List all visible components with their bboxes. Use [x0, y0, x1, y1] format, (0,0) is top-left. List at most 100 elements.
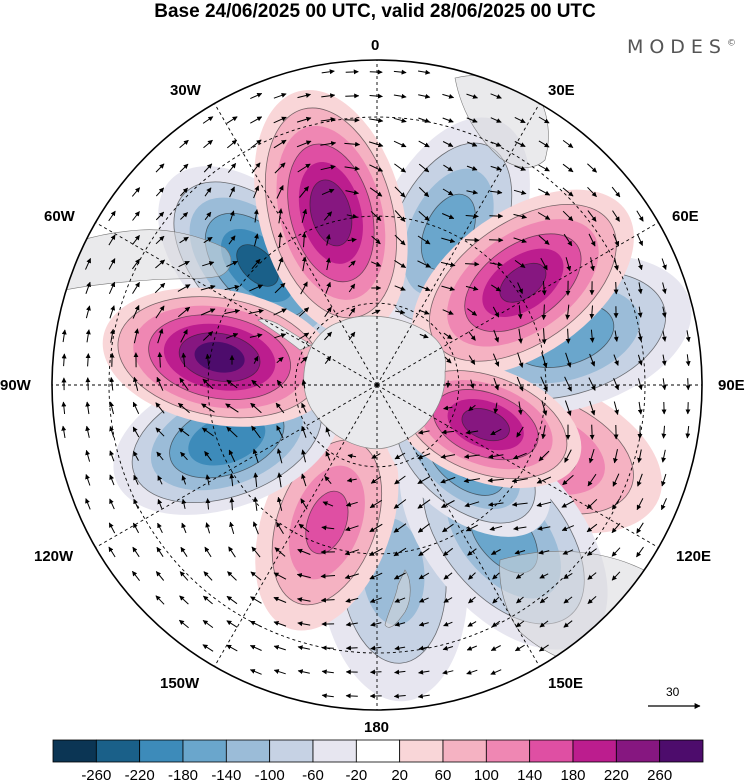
wind-vector: [321, 669, 334, 675]
wind-vector: [276, 425, 284, 439]
wind-vector: [205, 353, 211, 366]
wind-vector: [517, 282, 523, 294]
wind-vector: [347, 453, 357, 459]
wind-vector: [393, 572, 406, 580]
wind-vector: [253, 209, 259, 223]
wind-vector: [300, 356, 308, 364]
wind-vector: [301, 473, 307, 487]
wind-vector: [417, 235, 431, 245]
wind-vector: [490, 165, 502, 171]
wind-vector: [588, 233, 596, 247]
wind-vector: [85, 281, 91, 294]
wind-vector: [589, 424, 595, 440]
wind-vector: [273, 596, 287, 603]
wind-vector: [661, 378, 667, 391]
wind-vector: [515, 620, 525, 628]
wind-vector: [346, 213, 358, 219]
wind-vector: [541, 425, 547, 440]
wind-vector: [156, 546, 164, 557]
wind-vector: [514, 141, 526, 147]
wind-vector: [133, 328, 140, 344]
wind-vector: [179, 619, 189, 629]
wind-vector: [299, 186, 309, 198]
wind-vector: [133, 450, 139, 461]
wind-vector: [589, 329, 595, 343]
wind-vector: [538, 188, 551, 196]
wind-vector: [301, 232, 307, 248]
wind-vector: [418, 645, 430, 651]
wind-vector: [636, 498, 644, 511]
wind-vector: [131, 187, 141, 197]
wind-vector: [586, 498, 598, 510]
wind-vector: [562, 474, 574, 486]
wind-vector: [488, 501, 504, 507]
wind-vector: [61, 329, 67, 343]
wind-vector: [537, 212, 551, 220]
wind-vector: [344, 549, 360, 556]
wind-vector: [419, 333, 429, 339]
wind-vector: [541, 281, 547, 296]
wind-vector: [465, 524, 478, 532]
wind-vector: [297, 645, 310, 651]
wind-vector: [371, 453, 381, 459]
anomaly-contour: [305, 490, 349, 555]
wind-vector: [205, 474, 211, 486]
wind-vector: [536, 476, 552, 484]
wind-vector: [613, 448, 618, 464]
wind-vector: [205, 498, 211, 510]
wind-vector: [492, 306, 500, 318]
wind-vector: [180, 212, 188, 220]
brand-text: MODES: [626, 36, 727, 58]
wind-vector: [224, 308, 241, 315]
wind-vector: [85, 377, 91, 391]
wind-vector: [561, 500, 575, 508]
wind-vector: [393, 69, 407, 75]
wind-vector: [611, 522, 621, 534]
colorbar-tick-label: 100: [474, 767, 499, 783]
wind-vector: [636, 210, 644, 222]
wind-vector: [516, 596, 524, 604]
wind-vector: [227, 163, 237, 173]
wind-vector: [204, 546, 212, 558]
wind-vector: [320, 164, 336, 171]
wind-vector: [273, 308, 287, 316]
wind-vector: [440, 476, 456, 484]
wind-vector: [61, 401, 67, 415]
wind-vector: [321, 525, 335, 531]
wind-vector: [492, 353, 500, 367]
wind-vector: [515, 573, 525, 579]
wind-vector: [109, 328, 115, 343]
wind-vector: [590, 257, 595, 272]
wind-vector: [538, 644, 549, 652]
wind-vector: [180, 451, 188, 461]
wind-vector: [611, 498, 621, 510]
wind-vector: [156, 451, 164, 461]
wind-vector: [297, 621, 311, 627]
wind-vector: [345, 190, 359, 195]
wind-vector: [371, 309, 381, 315]
wind-vector: [224, 284, 240, 291]
lon-label-30w: 30W: [170, 82, 201, 99]
wind-vector: [253, 185, 260, 199]
anomaly-contour: [236, 244, 279, 287]
wind-vector: [108, 522, 116, 534]
wind-vector: [465, 285, 479, 291]
wind-vector: [179, 236, 189, 244]
wind-vector: [541, 400, 548, 416]
wind-vector: [394, 186, 406, 198]
wind-vector: [394, 621, 406, 627]
wind-vector: [588, 377, 596, 391]
wind-vector: [229, 521, 235, 535]
wind-vector: [394, 163, 407, 173]
map-border: [51, 59, 703, 711]
wind-vector: [204, 450, 212, 461]
wind-vector: [493, 402, 499, 414]
wind-vector: [418, 621, 429, 627]
wind-vector: [490, 93, 502, 99]
wind-vector: [418, 547, 430, 557]
wind-vector: [345, 501, 358, 507]
wind-vector: [61, 353, 67, 367]
wind-vector: [394, 285, 406, 291]
colorbar-tick-label: 220: [604, 767, 629, 783]
colorbar-tick-label: -20: [345, 767, 367, 783]
